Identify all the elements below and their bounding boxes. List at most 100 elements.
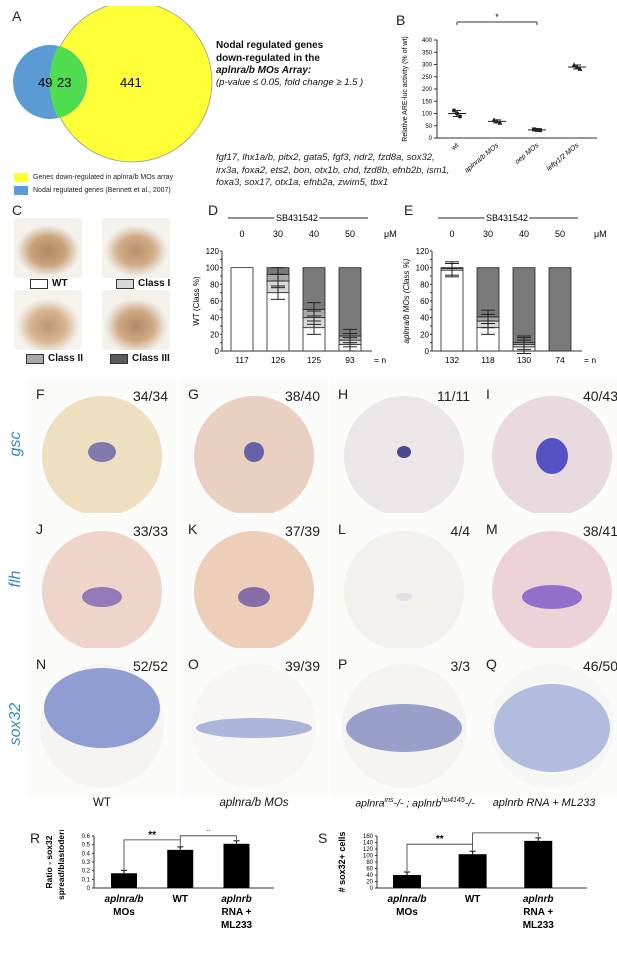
y-tick-label: 100 (206, 264, 220, 273)
y-axis-label: # sox32+ cells (337, 832, 347, 893)
y-tick-label: 250 (422, 75, 433, 81)
bar-segment-class-iii (548, 267, 572, 352)
embryo-count: 34/34 (132, 388, 168, 404)
class-legend-class2: Class II (26, 353, 83, 364)
bar (111, 873, 137, 888)
y-tick-label: 0 (425, 347, 430, 356)
bar-segment-class-iii (512, 267, 536, 344)
stain-region (82, 587, 122, 607)
panel-a-gene-list: fgf17, lhx1a/b, pitx2, gata5, fgf3, ndr2… (216, 152, 450, 188)
mutant-c: -/- (464, 797, 475, 810)
y-tick-label: 0.5 (82, 843, 91, 849)
panel-label-p: P (338, 656, 348, 672)
stain-region (88, 442, 116, 462)
chart-b: 0 50 100 150 200 250 300 350 400 Relative ARE-luc… (402, 12, 597, 175)
y-tick-label: 120 (206, 247, 220, 256)
stain-region (44, 668, 160, 748)
embryo-image-p: P 3/3 (330, 648, 478, 796)
x-tick-label: wt (450, 142, 461, 153)
n-suffix: = n (584, 355, 596, 365)
x-tick-label: oep MOs (514, 142, 541, 166)
y-tick-label: 60 (366, 867, 373, 873)
y-tick-label: 0.6 (82, 834, 91, 840)
bar (393, 875, 421, 888)
y-tick-label: 0.2 (82, 869, 91, 875)
y-axis-label: aplnra/b MOs (Class %) (402, 258, 411, 343)
data-point (455, 111, 459, 116)
mutant-a: aplnra (355, 797, 385, 810)
n-label: 130 (517, 355, 531, 365)
panel-label-f: F (36, 386, 45, 402)
dose-label: 30 (483, 229, 493, 239)
column-label-wt: WT (93, 797, 111, 809)
venn-diagram: 49 23 441 (13, 6, 213, 163)
n-suffix: = n (374, 355, 386, 365)
venn-overlap-count: 23 (57, 75, 71, 90)
class-label-wt: WT (52, 278, 68, 289)
n-label: 125 (307, 355, 321, 365)
dose-unit: μM (594, 229, 607, 239)
chart-r: 0 0.1 0.2 0.3 0.4 0.5 0.6 Ratio - sox32 spread/b… (44, 830, 274, 931)
y-tick-label: 0 (215, 347, 220, 356)
significance-star: ** (436, 834, 444, 845)
stain-region (346, 704, 462, 752)
class-swatch-wt (30, 278, 48, 289)
y-tick-label: 40 (420, 314, 429, 323)
significance-star: * (206, 830, 210, 837)
y-tick-label: 80 (420, 280, 429, 289)
legend-text-yellow: Genes down-regulated in aplnra/b MOs arr… (33, 174, 174, 181)
y-axis-label: spread/blastoderm (56, 830, 66, 900)
y-tick-label: 0 (370, 886, 374, 892)
panel-label-d: D (208, 202, 219, 218)
venn-overlap (49, 46, 87, 118)
data-point (458, 114, 462, 119)
x-tick-label: aplnra/b (105, 894, 144, 905)
embryo-image-n: N 52/52 (28, 648, 176, 796)
significance-star: ** (148, 830, 156, 841)
panel-label-g: G (188, 386, 199, 402)
embryo-image-j: J 33/33 (28, 513, 176, 661)
class-legend-wt: WT (30, 278, 68, 289)
legend-swatch-blue (14, 186, 28, 195)
embryo-image-l: L 4/4 (330, 513, 478, 661)
dose-label: 40 (519, 229, 529, 239)
stain-region (244, 442, 264, 462)
embryo-thumb-class1 (102, 218, 170, 278)
bar-segment-wt (440, 269, 464, 352)
y-tick-label: 150 (422, 99, 433, 105)
data-point (532, 127, 536, 132)
embryo-count: 11/11 (437, 388, 470, 404)
panel-label-m: M (486, 521, 498, 537)
y-tick-label: 300 (422, 63, 433, 69)
column-label-rna-ml233: aplnrb RNA + ML233 (492, 797, 596, 809)
bar (223, 843, 250, 888)
stain-region (196, 718, 312, 738)
embryo-image-h: H 11/11 (330, 378, 478, 526)
venn-legend-yellow: Genes down-regulated in aplnra/b MOs arr… (14, 173, 173, 182)
bar (458, 854, 487, 888)
class-label-class2: Class II (48, 353, 84, 364)
y-tick-label: 100 (363, 854, 374, 860)
y-tick-label: 0 (87, 886, 91, 892)
data-point (538, 128, 542, 133)
column-label-aplnra-b-mos: aplnra/b MOs (219, 797, 289, 809)
y-tick-label: 20 (366, 880, 373, 886)
x-tick-label: MOs (113, 907, 135, 918)
panel-label-h: H (338, 386, 349, 402)
panel-label-k: K (188, 521, 198, 537)
y-tick-label: 50 (425, 124, 432, 130)
data-point (452, 108, 456, 113)
panel-a-title: Nodal regulated genes down-regulated in … (216, 40, 416, 78)
significance-star: ** (502, 830, 510, 834)
panel-label-o: O (188, 656, 199, 672)
x-tick-label: WT (172, 894, 188, 905)
n-label: 74 (555, 355, 565, 365)
x-tick-label: aplnrb (523, 894, 554, 905)
data-point (491, 117, 497, 122)
class-swatch-class2 (26, 353, 44, 364)
stain-region (536, 438, 568, 474)
embryo-count: 38/41 (582, 523, 617, 539)
panel-a-title-line1: Nodal regulated genes (216, 40, 324, 51)
embryo-count: 37/39 (284, 523, 320, 539)
class-label-class1: Class I (138, 278, 171, 289)
